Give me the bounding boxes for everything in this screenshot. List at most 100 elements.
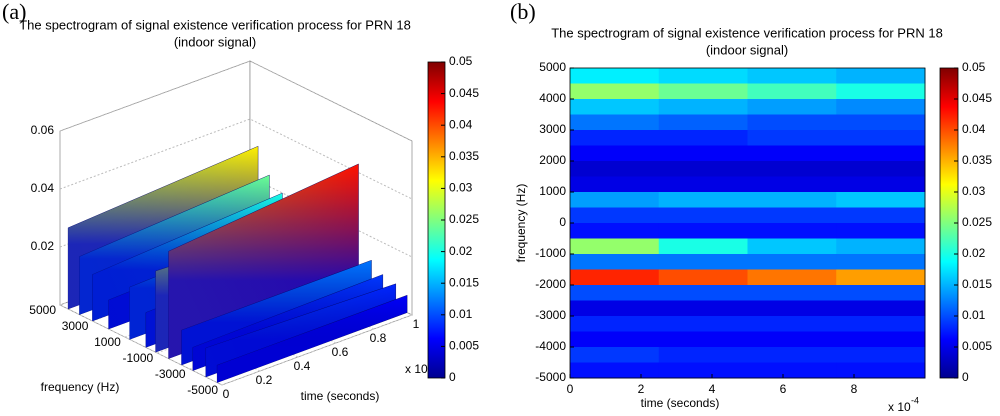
y-tick-label: -3000 [155, 367, 186, 381]
grid-line [221, 314, 413, 386]
heatmap-cell [658, 254, 748, 270]
colorbar-tick-label: 0.03 [449, 181, 473, 195]
colorbar-tick-label: 0.02 [962, 246, 986, 260]
heatmap-cell [658, 223, 748, 239]
heatmap-cell [836, 300, 926, 317]
heatmap-cell [747, 176, 837, 193]
x-tick-label: 0.6 [332, 345, 349, 359]
heatmap-cell [658, 130, 748, 146]
colorbar-tick-label: 0.045 [962, 91, 992, 105]
heatmap-cell [747, 207, 837, 224]
y-tick-label: -1000 [535, 246, 566, 260]
colorbar-tick-label: 0.01 [449, 307, 473, 321]
heatmap-cell [570, 331, 660, 348]
surface-panel: 0.02 0.04 0.06 0 0.2 0.4 0.6 0.8 1 5000 3000 1000-1… [29, 54, 479, 403]
x-axis-label: time (seconds) [641, 396, 720, 410]
heatmap-cell [747, 68, 837, 84]
z-tick-label: 0.02 [31, 239, 55, 253]
heatmap-cell [747, 161, 837, 177]
colorbar-tick-label: 0.015 [962, 277, 992, 291]
heatmap-cell [570, 300, 660, 317]
x-tick-label: 0.4 [294, 359, 311, 373]
colorbar-tick-label: 0.025 [449, 212, 479, 226]
colorbar-tick-label: 0.045 [449, 86, 479, 100]
y-tick-label: -2000 [535, 277, 566, 291]
heatmap-cell [658, 99, 748, 115]
x-tick-label: 0 [567, 382, 574, 396]
x-offset-label: x 10 [888, 400, 911, 414]
heatmap-cell [747, 331, 837, 348]
x-tick-label: 0 [223, 387, 230, 401]
heatmap-cell [747, 254, 837, 270]
colorbar-tick-label: 0.04 [449, 117, 473, 131]
heatmap-cell [570, 161, 660, 177]
panel-label: (b) [510, 0, 536, 24]
colorbar-tick-label: 0.03 [962, 184, 986, 198]
heatmap-cell [836, 238, 926, 255]
heatmap-cell [658, 192, 748, 208]
x-tick-label: 0.2 [256, 373, 273, 387]
heatmap-cell [836, 331, 926, 348]
colorbar-tick-label: 0.025 [962, 215, 992, 229]
heatmap-cell [570, 316, 660, 332]
heatmap-panel: 0 0.005 0.01 0.015 0.02 0.025 0.03 0.035 0.04 0.0… [514, 60, 992, 414]
y-tick-label: 0 [559, 215, 566, 229]
heatmap-cell [836, 83, 926, 100]
heatmap-cell [570, 238, 660, 255]
heatmap-cell [836, 192, 926, 208]
heatmap-cell [658, 145, 748, 162]
heatmap-cell [747, 347, 837, 363]
heatmap-cell [570, 99, 660, 115]
heatmap-cell [836, 254, 926, 270]
y-tick-label: 3000 [539, 122, 566, 136]
y-tick-label: -5000 [535, 370, 566, 384]
heatmap-cell [658, 83, 748, 100]
x-tick-label: 4 [709, 382, 716, 396]
z-tick-label: 0.06 [31, 123, 55, 137]
colorbar-tick-label: 0.015 [449, 275, 479, 289]
y-tick-label: -1000 [122, 351, 153, 365]
colorbar-tick-label: 0 [962, 370, 969, 384]
heatmap-cell [658, 68, 748, 84]
heatmap-cell [836, 347, 926, 363]
heatmap-cell [570, 285, 660, 301]
heatmap-cell [658, 207, 748, 224]
colorbar-tick-label: 0.02 [449, 244, 473, 258]
y-tick-label: -5000 [187, 383, 218, 397]
chart-subtitle: (indoor signal) [174, 34, 256, 49]
heatmap-cell [570, 145, 660, 162]
y-tick-label: -4000 [535, 339, 566, 353]
y-tick-label: 3000 [62, 319, 89, 333]
y-tick-label: 5000 [539, 60, 566, 74]
heatmap-cell [570, 192, 660, 208]
heatmap-cell [570, 254, 660, 270]
heatmap-cell [747, 114, 837, 131]
heatmap-cell [836, 269, 926, 286]
y-tick-label: -3000 [535, 308, 566, 322]
chart-subtitle: (indoor signal) [706, 42, 788, 57]
heatmap-cell [658, 300, 748, 317]
heatmap-cell [570, 83, 660, 100]
heatmap-cell [747, 300, 837, 317]
heatmap-cell [747, 362, 837, 379]
y-tick-label: 1000 [539, 184, 566, 198]
heatmap-cell [747, 238, 837, 255]
heatmap-cell [570, 362, 660, 379]
heatmap-cell [658, 269, 748, 286]
chart-title: The spectrogram of signal existence veri… [19, 17, 411, 32]
colorbar-tick-label: 0.005 [962, 339, 992, 353]
heatmap-cell [658, 161, 748, 177]
heatmap-cell [570, 130, 660, 146]
colorbar-tick-label: 0.035 [962, 153, 992, 167]
y-axis-label: frequency (Hz) [41, 380, 120, 394]
heatmap-cell [570, 68, 660, 84]
colorbar-tick-label: 0.05 [449, 54, 473, 68]
heatmap-cell [836, 130, 926, 146]
heatmap-cell [747, 130, 837, 146]
x-tick-label: 6 [780, 382, 787, 396]
heatmap-cell [836, 68, 926, 84]
heatmap-cell [836, 176, 926, 193]
colorbar-tick-label: 0.04 [962, 122, 986, 136]
heatmap-cell [747, 83, 837, 100]
colorbar-tick-label: 0 [449, 370, 456, 384]
